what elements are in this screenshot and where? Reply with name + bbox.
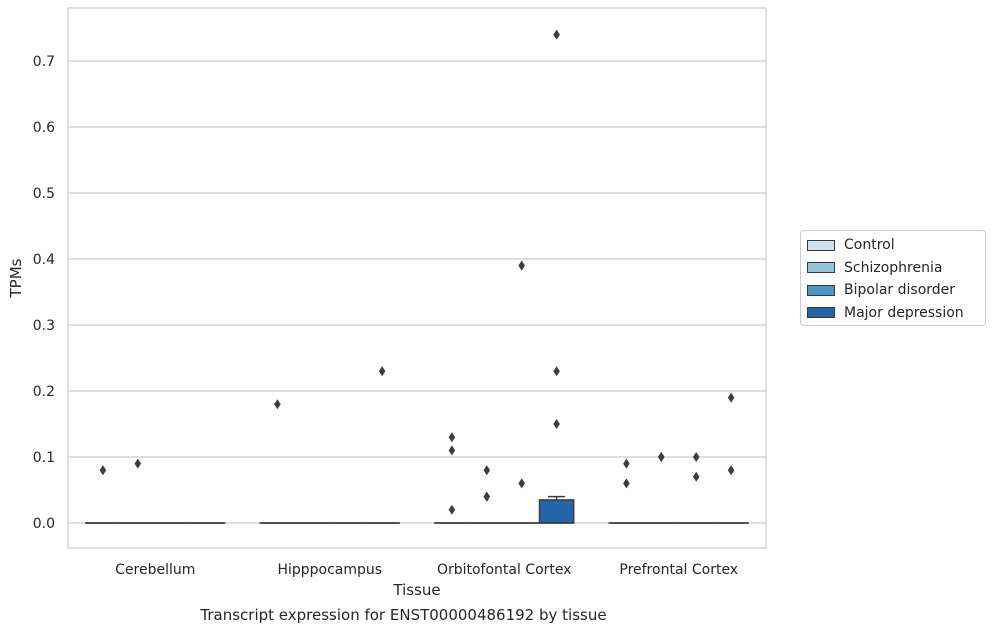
y-tick-label: 0.7 (33, 54, 55, 70)
y-tick-label: 0.2 (33, 384, 55, 400)
outlier-point (483, 465, 491, 476)
outlier-point (692, 452, 700, 462)
outlier-point (448, 504, 456, 515)
outlier-point (658, 452, 665, 462)
gridlines (68, 60, 766, 524)
legend-item-control: Control (807, 234, 985, 257)
legend-swatch (807, 284, 835, 296)
outlier-point (274, 399, 281, 410)
outlier-point (518, 478, 525, 489)
outlier-point (134, 458, 142, 469)
legend-swatch (807, 239, 835, 251)
x-tick-label: Cerebellum (115, 562, 195, 578)
legend-swatch (807, 307, 835, 319)
outlier-point (623, 478, 630, 489)
y-tick-label: 0.5 (33, 186, 55, 202)
legend-label: Control (844, 237, 895, 254)
y-tick-label: 0.3 (33, 318, 55, 334)
legend-item-major-depression: Major depression (807, 302, 985, 325)
x-tick-labels: Cerebellum Hipppocampus Orbitofontal Corte… (115, 562, 738, 578)
y-tick-label: 0.0 (33, 516, 55, 532)
y-tick-label: 0.6 (33, 120, 55, 136)
y-tick-label: 0.4 (33, 252, 55, 268)
outlier-point (553, 419, 560, 429)
boxes (85, 495, 749, 524)
legend: Control Schizophrenia Bipolar disorder M… (800, 230, 986, 326)
x-axis-label: Tissue (392, 581, 440, 599)
outlier-point (448, 432, 456, 443)
legend-label: Bipolar disorder (844, 282, 956, 299)
y-axis-label: TPMs (7, 258, 25, 298)
outlier-point (99, 465, 107, 476)
legend-item-bipolar-disorder: Bipolar disorder (807, 279, 985, 302)
outlier-point (553, 366, 560, 377)
outlier-point (518, 260, 525, 271)
y-tick-label: 0.1 (33, 450, 55, 466)
legend-label: Major depression (844, 304, 964, 321)
x-tick-label: Orbitofontal Cortex (437, 562, 572, 578)
outlier-point (727, 465, 735, 476)
outlier-point (692, 471, 700, 482)
legend-item-schizophrenia: Schizophrenia (807, 257, 985, 280)
legend-label: Schizophrenia (844, 259, 943, 276)
outlier-point (483, 491, 491, 502)
y-tick-labels: 0.0 0.1 0.2 0.3 0.4 0.5 0.6 0.7 (33, 54, 55, 532)
x-tick-label: Hipppocampus (277, 562, 382, 578)
outlier-point (553, 29, 560, 40)
outlier-point (448, 445, 456, 456)
legend-swatch (807, 262, 835, 274)
outlier-point (378, 366, 386, 377)
plot-frame (67, 7, 767, 549)
x-tick-label: Prefrontal Cortex (619, 562, 738, 578)
box (538, 499, 575, 524)
figure-caption: Transcript expression for ENST0000048619… (200, 606, 607, 624)
outlier-point (727, 392, 735, 403)
outliers (99, 29, 735, 515)
outlier-point (623, 458, 630, 469)
